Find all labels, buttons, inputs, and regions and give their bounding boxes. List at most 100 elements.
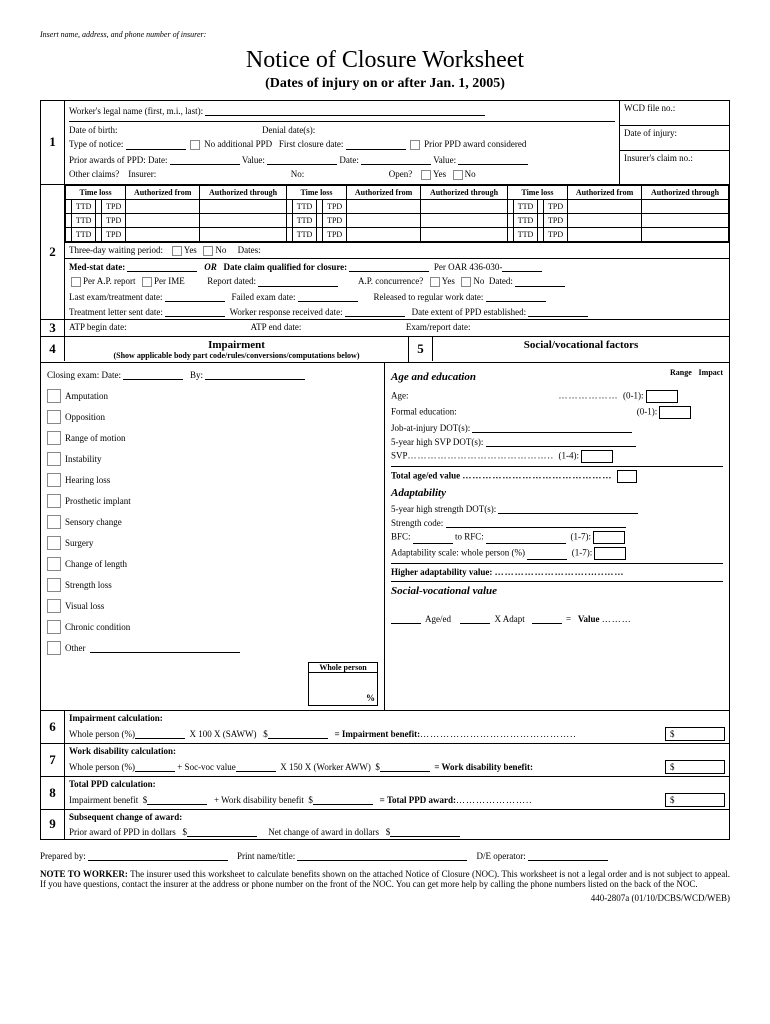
s8-wd-input[interactable] — [313, 794, 373, 805]
imp-checkbox-9[interactable] — [47, 578, 61, 592]
s9-title: Subsequent change of award: — [65, 810, 729, 824]
dated-label: Dated: — [489, 276, 513, 286]
perap-checkbox[interactable] — [71, 277, 81, 287]
imp-label: Sensory change — [65, 517, 122, 527]
s6-wp-input[interactable] — [135, 728, 185, 739]
closing-label: Closing exam: Date: — [47, 370, 121, 380]
failedexam-input[interactable] — [298, 291, 358, 302]
denial-label: Denial date(s): — [262, 125, 315, 135]
de-input[interactable] — [528, 850, 608, 861]
s8-imp-input[interactable] — [147, 794, 207, 805]
prepared-label: Prepared by: — [40, 851, 86, 861]
dated-input[interactable] — [515, 276, 565, 287]
failedexam-label: Failed exam date: — [231, 292, 295, 302]
time-loss-table: Time lossAuthorized fromAuthorized throu… — [65, 185, 729, 242]
s7-title: Work disability calculation: — [65, 744, 729, 758]
s8-title: Total PPD calculation: — [65, 777, 729, 791]
imp-checkbox-1[interactable] — [47, 410, 61, 424]
imp-checkbox-5[interactable] — [47, 494, 61, 508]
imp-checkbox-8[interactable] — [47, 557, 61, 571]
totalage-input[interactable] — [617, 470, 637, 483]
apconc-no[interactable] — [461, 277, 471, 287]
treatment-input[interactable] — [165, 306, 225, 317]
threeday-no[interactable] — [203, 246, 213, 256]
adaptscale-input[interactable] — [527, 549, 567, 560]
imp-checkbox-12[interactable] — [47, 641, 61, 655]
prior-date-input[interactable] — [170, 154, 240, 165]
open-yes-checkbox[interactable] — [421, 170, 431, 180]
strengthcode-input[interactable] — [446, 517, 626, 528]
jobdot-input[interactable] — [472, 422, 632, 433]
print-input[interactable] — [297, 850, 467, 861]
released-input[interactable] — [486, 291, 546, 302]
perime-checkbox[interactable] — [142, 277, 152, 287]
xadapt-val-input[interactable] — [460, 613, 490, 624]
lastexam-input[interactable] — [165, 291, 225, 302]
doi-label: Date of injury: — [620, 126, 729, 151]
by-input[interactable] — [205, 369, 305, 380]
rfc-input[interactable] — [486, 533, 566, 544]
bfc-input[interactable] — [413, 533, 453, 544]
s8-result-input[interactable]: $ — [665, 793, 725, 807]
imp-label: Change of length — [65, 559, 127, 569]
s7-wp-input[interactable] — [135, 761, 175, 772]
imp-checkbox-11[interactable] — [47, 620, 61, 634]
reportdated-input[interactable] — [258, 276, 338, 287]
first-closure-input[interactable] — [346, 139, 406, 150]
dateextent-input[interactable] — [528, 306, 588, 317]
imp-checkbox-0[interactable] — [47, 389, 61, 403]
value2-label: Value: — [433, 155, 456, 165]
imp-checkbox-7[interactable] — [47, 536, 61, 550]
imp-label: Opposition — [65, 412, 105, 422]
sv-title: Social/vocational factors — [437, 339, 725, 351]
imp-label: Surgery — [65, 538, 93, 548]
dateclaim-label: Date claim qualified for closure: — [224, 262, 348, 272]
section-2-num: 2 — [41, 185, 65, 319]
adapt-head: Adaptability — [391, 487, 723, 499]
date2-input[interactable] — [361, 154, 431, 165]
apconc-yes[interactable] — [430, 277, 440, 287]
oar-input[interactable] — [502, 261, 542, 272]
dateclaim-input[interactable] — [349, 261, 429, 272]
value2-input[interactable] — [458, 154, 528, 165]
imp-checkbox-6[interactable] — [47, 515, 61, 529]
open-no-checkbox[interactable] — [453, 170, 463, 180]
s7-result-input[interactable]: $ — [665, 760, 725, 774]
strengthdot-input[interactable] — [498, 503, 638, 514]
imp-checkbox-2[interactable] — [47, 431, 61, 445]
medstat-input[interactable] — [127, 261, 197, 272]
eq-val-input[interactable] — [532, 613, 562, 624]
aged-val-input[interactable] — [391, 613, 421, 624]
peroar-label: Per OAR 436-030- — [434, 262, 503, 272]
s7-soc-input[interactable] — [236, 761, 276, 772]
bfc-impact-input[interactable] — [593, 531, 625, 544]
imp-checkbox-10[interactable] — [47, 599, 61, 613]
s9-net-input[interactable] — [390, 826, 460, 837]
closing-date-input[interactable] — [123, 369, 183, 380]
formal-impact-input[interactable] — [659, 406, 691, 419]
s9-prior-input[interactable] — [187, 826, 257, 837]
s6-result-input[interactable]: $ — [665, 727, 725, 741]
prior-ppd-checkbox[interactable] — [410, 140, 420, 150]
imp-label: Hearing loss — [65, 475, 110, 485]
threeday-yes[interactable] — [172, 246, 182, 256]
value-input[interactable] — [267, 154, 337, 165]
name-input[interactable] — [205, 105, 485, 116]
section-9-num: 9 — [41, 810, 65, 839]
type-input[interactable] — [126, 139, 186, 150]
age-impact-input[interactable] — [646, 390, 678, 403]
imp-checkbox-4[interactable] — [47, 473, 61, 487]
apconc-label: A.P. concurrence? — [358, 276, 423, 286]
svpdot-input[interactable] — [486, 436, 636, 447]
s7-dollar-input[interactable] — [380, 761, 430, 772]
prepared-input[interactable] — [88, 850, 228, 861]
adapt-impact-input[interactable] — [594, 547, 626, 560]
svp-impact-input[interactable] — [581, 450, 613, 463]
other-input[interactable] — [90, 642, 240, 653]
medstat-label: Med-stat date: — [69, 262, 125, 272]
imp-checkbox-3[interactable] — [47, 452, 61, 466]
no-ppd-checkbox[interactable] — [190, 140, 200, 150]
threeday-label: Three-day waiting period: — [69, 245, 163, 255]
s6-dollar-input[interactable] — [268, 728, 328, 739]
workerresp-input[interactable] — [345, 306, 405, 317]
